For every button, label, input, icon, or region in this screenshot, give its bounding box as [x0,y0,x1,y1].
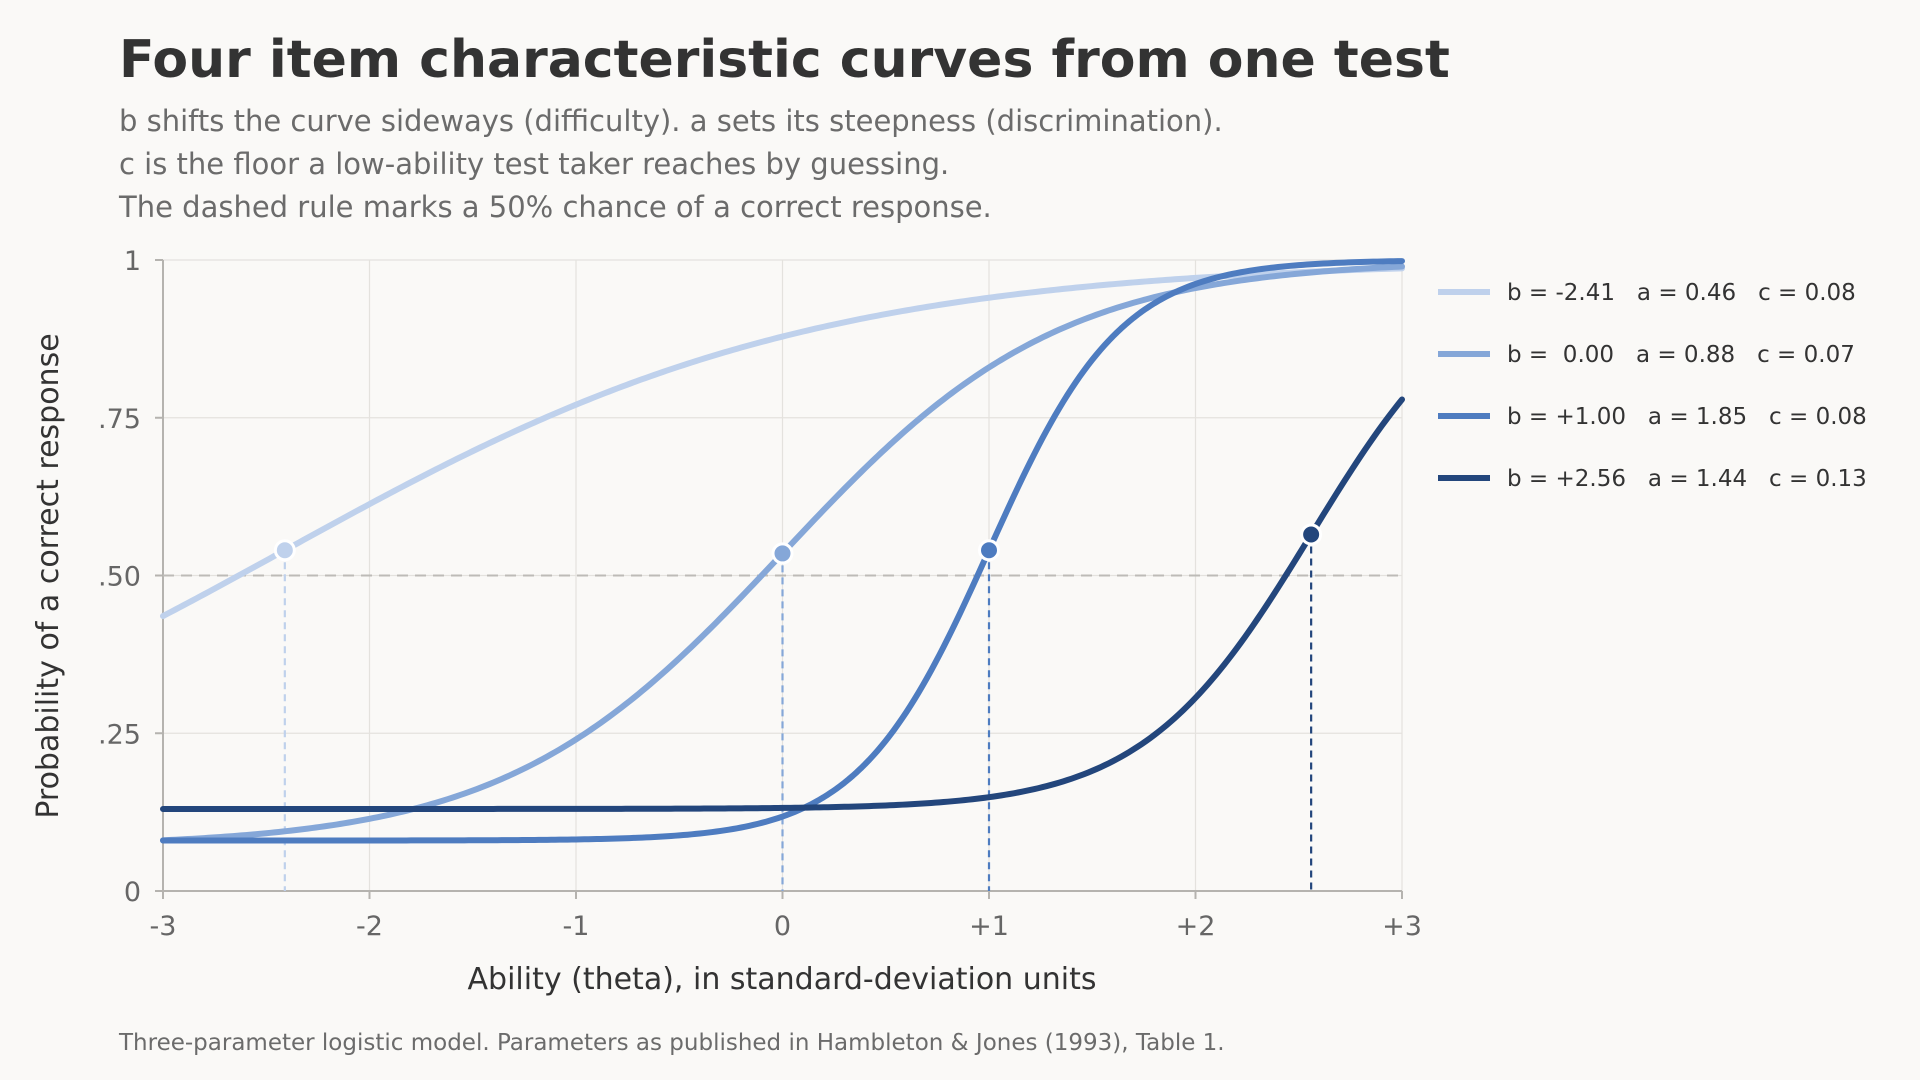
legend: b = -2.41 a = 0.46 c = 0.08 b = 0.00 a = … [1438,280,1867,492]
x-tick-label-5: +2 [1176,911,1216,942]
difficulty-marker-1 [771,542,794,565]
icc-curve-3 [160,396,1405,812]
x-axis-label: Ability (theta), in standard-deviation u… [468,962,1097,997]
y-tick-label-3: .75 [98,404,141,435]
y-tick-label-2: .50 [98,562,141,593]
difficulty-marker-0 [273,539,296,562]
legend-label-3: b = +2.56 a = 1.44 c = 0.13 [1507,466,1867,492]
x-tick-label-3: 0 [774,911,791,942]
chart-subtitle-line-1: b shifts the curve sideways (difficulty)… [119,104,1223,138]
y-tick-label-0: 0 [124,877,141,908]
legend-label-2: b = +1.00 a = 1.85 c = 0.08 [1507,404,1867,430]
legend-label-0: b = -2.41 a = 0.46 c = 0.08 [1507,280,1856,306]
y-tick-label-1: .25 [98,719,141,750]
difficulty-marker-3 [1300,523,1323,546]
icc-curve-0 [160,265,1405,620]
reference-lines [163,534,1402,891]
y-tick-label-4: 1 [124,246,141,277]
icc-curve-2 [160,258,1405,844]
chart-subtitle-line-3: The dashed rule marks a 50% chance of a … [119,190,992,224]
x-tick-label-1: -2 [356,911,383,942]
x-tick-label-6: +3 [1382,911,1422,942]
x-tick-label-0: -3 [150,911,177,942]
difficulty-marker-2 [978,539,1000,562]
x-tick-label-2: -1 [563,911,590,942]
y-axis-label: Probability of a correct response [31,333,66,818]
chart-title: Four item characteristic curves from one… [119,30,1450,90]
chart-footnote: Three-parameter logistic model. Paramete… [119,1030,1225,1056]
legend-label-1: b = 0.00 a = 0.88 c = 0.07 [1507,342,1855,368]
x-tick-label-4: +1 [969,911,1009,942]
chart-subtitle-line-2: c is the floor a low-ability test taker … [119,147,950,181]
difficulty-markers [273,523,1323,565]
